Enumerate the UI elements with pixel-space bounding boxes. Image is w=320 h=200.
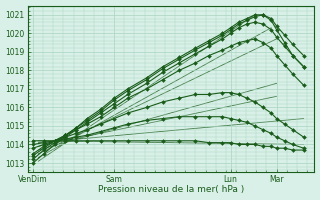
- X-axis label: Pression niveau de la mer( hPa ): Pression niveau de la mer( hPa ): [98, 185, 244, 194]
